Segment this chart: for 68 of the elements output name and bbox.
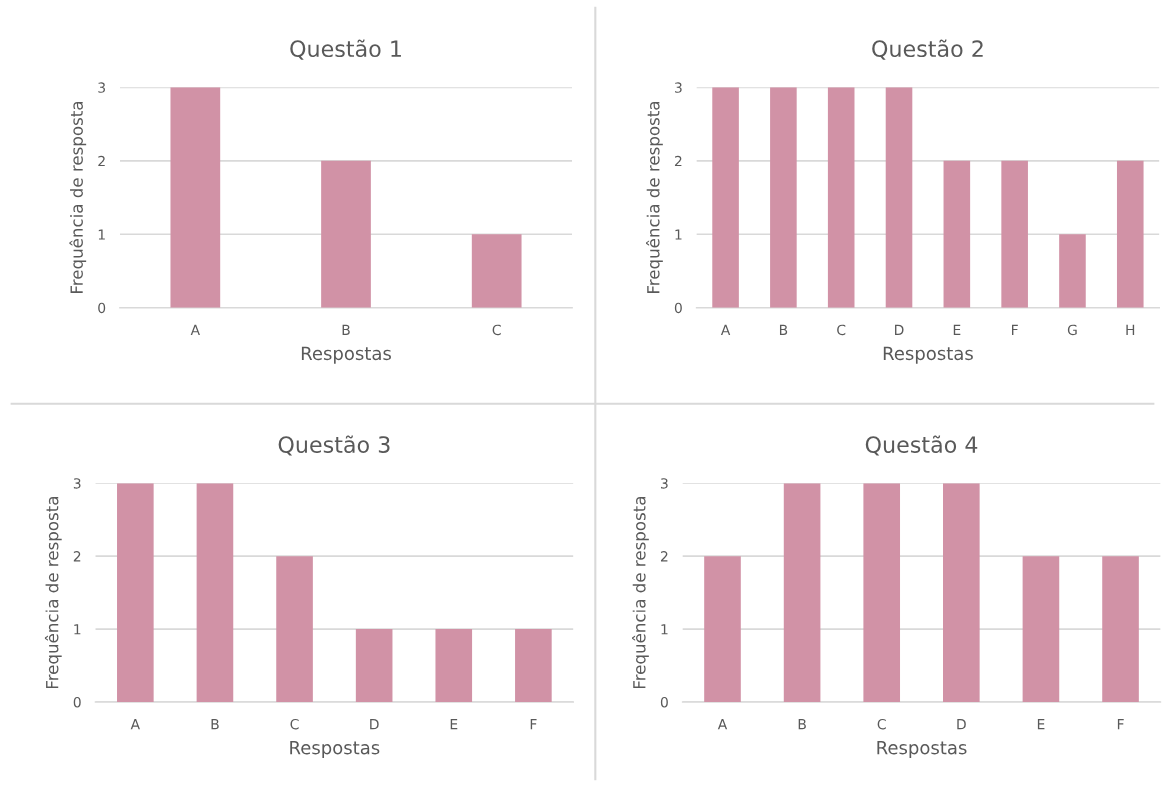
x-tick-label: B xyxy=(342,324,350,335)
y-tick-label: 2 xyxy=(98,155,105,167)
x-tick-label: F xyxy=(1012,324,1018,335)
y-tick-label: 3 xyxy=(661,478,668,489)
bar xyxy=(117,483,154,702)
x-tick-label: D xyxy=(957,719,966,730)
chart-title: Questão 1 xyxy=(290,39,401,60)
y-tick-label: 1 xyxy=(675,229,682,240)
x-axis-title: Respostas xyxy=(877,741,967,758)
x-tick-label: B xyxy=(779,324,788,335)
chart-title: Questão 4 xyxy=(865,435,978,456)
bar xyxy=(435,629,473,702)
x-tick-label: A xyxy=(717,719,728,730)
bar xyxy=(170,87,221,308)
y-tick-label: 2 xyxy=(660,551,668,562)
y-axis-title: Frequência de resposta xyxy=(44,497,62,689)
bar xyxy=(885,87,913,308)
chart-title: Questão 2 xyxy=(872,39,983,60)
bar xyxy=(196,483,234,702)
y-tick-label: 2 xyxy=(674,155,682,167)
y-tick-label: 3 xyxy=(675,82,682,93)
x-tick-label: E xyxy=(1037,719,1045,730)
x-tick-label: A xyxy=(190,324,200,335)
y-axis-title: Frequência de resposta xyxy=(69,101,87,293)
x-axis-title: Respostas xyxy=(883,346,973,364)
x-tick-label: A xyxy=(720,324,731,335)
bar xyxy=(1116,160,1144,308)
y-tick-label: 0 xyxy=(674,302,682,314)
bar xyxy=(1059,234,1086,308)
bar xyxy=(712,87,739,308)
x-tick-label: H xyxy=(1126,324,1135,335)
x-tick-label: B xyxy=(798,719,806,730)
x-axis-title: Respostas xyxy=(290,741,380,758)
x-tick-label: C xyxy=(837,324,846,336)
x-tick-label: D xyxy=(370,719,379,730)
y-tick-label: 0 xyxy=(73,696,81,708)
x-tick-label: E xyxy=(953,324,961,335)
bar xyxy=(276,556,313,702)
bar xyxy=(321,160,371,308)
y-tick-label: 2 xyxy=(73,551,81,562)
x-tick-label: G xyxy=(1067,324,1077,336)
bar xyxy=(355,629,393,702)
bar xyxy=(471,234,522,308)
y-tick-label: 3 xyxy=(73,478,81,489)
bar xyxy=(515,629,552,702)
x-axis-title: Respostas xyxy=(301,346,391,364)
y-axis-title: Frequência de resposta xyxy=(646,101,663,293)
y-tick-label: 1 xyxy=(661,624,668,635)
bar xyxy=(770,87,797,308)
x-tick-label: C xyxy=(877,718,886,730)
x-tick-label: F xyxy=(1117,719,1124,730)
y-tick-label: 1 xyxy=(74,624,81,635)
x-tick-label: F xyxy=(530,719,537,730)
bar xyxy=(827,87,855,308)
y-tick-label: 0 xyxy=(660,696,668,708)
y-tick-label: 0 xyxy=(98,302,106,314)
x-tick-label: C xyxy=(290,718,299,730)
bar xyxy=(1001,160,1028,308)
bar xyxy=(943,160,971,308)
y-axis-title: Frequência de resposta xyxy=(632,497,649,689)
y-tick-label: 3 xyxy=(98,82,105,93)
x-tick-label: B xyxy=(211,719,219,730)
chart-title: Questão 3 xyxy=(278,435,390,456)
x-tick-label: C xyxy=(492,324,501,336)
x-tick-label: D xyxy=(895,324,904,335)
x-tick-label: A xyxy=(130,719,140,730)
y-tick-label: 1 xyxy=(98,229,105,240)
x-tick-label: E xyxy=(450,719,458,730)
